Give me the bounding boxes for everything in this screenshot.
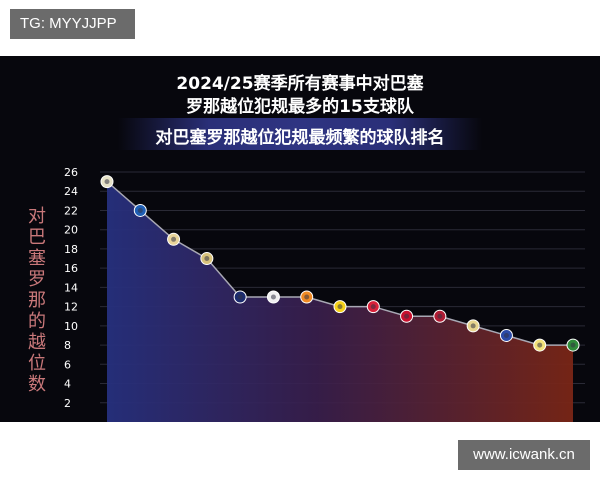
y-tick-label: 16 xyxy=(64,262,78,275)
data-point xyxy=(366,300,380,314)
y-tick-label: 2 xyxy=(64,397,71,410)
data-point xyxy=(200,252,214,266)
data-point xyxy=(533,338,547,352)
y-tick-label: 12 xyxy=(64,301,78,314)
y-tick-label: 20 xyxy=(64,224,78,237)
y-tick-label: 4 xyxy=(64,378,71,391)
y-tick-label: 24 xyxy=(64,185,78,198)
data-point xyxy=(300,290,314,304)
data-points xyxy=(100,175,580,352)
y-tick-label: 14 xyxy=(64,281,78,294)
chart-subtitle: 对巴塞罗那越位犯规最频繁的球队排名 xyxy=(155,128,445,148)
data-point xyxy=(100,175,114,189)
data-point xyxy=(499,328,513,342)
subtitle-banner xyxy=(118,118,482,150)
y-tick-label: 6 xyxy=(64,358,71,371)
data-point xyxy=(266,290,280,304)
area-fill xyxy=(107,181,573,422)
data-point xyxy=(333,300,347,314)
y-tick-label: 26 xyxy=(64,166,78,179)
y-tick-label: 8 xyxy=(64,339,71,352)
y-tick-label: 22 xyxy=(64,204,78,217)
chart-title-line1: 2024/25赛季所有赛事中对巴塞 xyxy=(176,74,424,94)
channel-tag: TG: MYYJJPP xyxy=(10,9,135,39)
y-tick-label: 10 xyxy=(64,320,78,333)
data-point xyxy=(466,319,480,333)
y-axis-label: 对巴塞罗那的越位数 xyxy=(28,206,46,395)
data-point xyxy=(400,309,414,323)
y-tick-label: 18 xyxy=(64,243,78,256)
chart-panel: 2024/25赛季所有赛事中对巴塞 罗那越位犯规最多的15支球队 对巴塞罗那越位… xyxy=(0,56,600,422)
site-watermark: www.icwank.cn xyxy=(458,440,590,470)
chart-title-line2: 罗那越位犯规最多的15支球队 xyxy=(186,97,414,117)
data-point xyxy=(167,232,181,246)
data-point xyxy=(433,309,447,323)
data-point xyxy=(133,203,147,217)
data-point xyxy=(233,290,247,304)
data-point xyxy=(566,338,580,352)
